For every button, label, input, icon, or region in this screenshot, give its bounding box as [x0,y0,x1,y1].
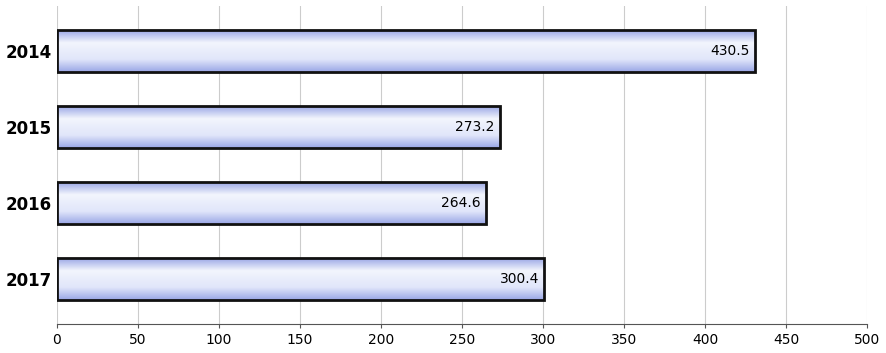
Bar [57,182,486,224]
Bar [57,258,544,300]
Text: 430.5: 430.5 [711,44,750,58]
Bar [57,30,755,72]
Bar [57,106,500,148]
Text: 273.2: 273.2 [455,120,494,134]
Text: 264.6: 264.6 [441,196,481,210]
Text: 300.4: 300.4 [500,272,539,286]
